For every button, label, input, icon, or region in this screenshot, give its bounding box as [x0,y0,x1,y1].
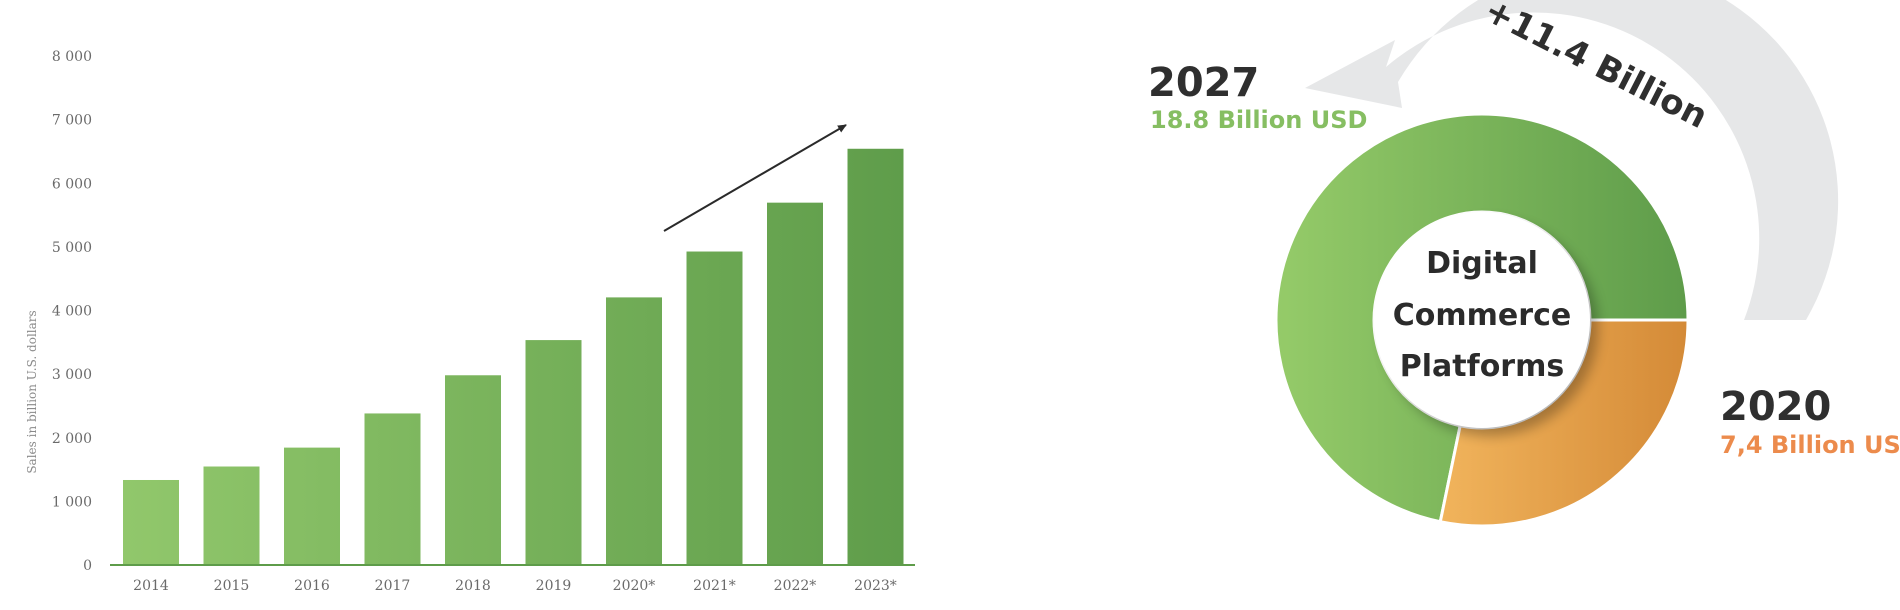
x-tick-label: 2017 [375,578,411,594]
y-tick-label: 6 000 [52,176,92,192]
x-tick-label: 2023* [854,578,897,594]
bar-2023-forecast [847,148,904,565]
x-tick-label: 2014 [133,578,169,594]
center-label-line-2: Commerce [1393,298,1571,333]
bar-chart: Sales in billion U.S. dollars 0 1 000 2 00… [25,49,915,594]
x-tick-label: 2019 [536,578,572,594]
y-tick-label: 4 000 [52,304,92,320]
bar-2017 [364,413,421,565]
bar-2022-forecast [767,202,823,565]
x-tick-label: 2021* [693,578,736,594]
bar-2020-forecast [606,297,662,565]
x-tick-label: 2018 [455,578,491,594]
bar-2018 [445,375,501,565]
y-tick-label: 3 000 [52,367,92,383]
x-tick-label: 2022* [774,578,817,594]
bar-2014 [123,479,179,565]
x-tick-label: 2015 [214,578,250,594]
label-2027-value: 18.8 Billion USD [1150,106,1367,134]
bar-2015 [203,466,260,565]
bars [123,148,904,565]
donut-center [1374,212,1590,428]
y-tick-label: 1 000 [52,494,92,510]
donut-infographic: +11.4 Billion Digital Commerce Platforms… [1148,0,1900,528]
center-label-line-1: Digital [1426,246,1538,281]
growth-arrow [1305,0,1839,320]
x-tick-label: 2020* [613,578,656,594]
label-2027-year: 2027 [1148,60,1259,106]
bar-2021-forecast [686,251,743,565]
y-tick-label: 0 [83,558,92,574]
y-axis-ticks: 0 1 000 2 000 3 000 4 000 5 000 6 000 7 000 8 00… [52,49,92,574]
label-2020-year: 2020 [1720,384,1831,430]
bar-2019 [525,340,582,565]
y-tick-label: 8 000 [52,49,92,65]
label-2020-value: 7,4 Billion USD [1720,431,1900,459]
y-axis-label: Sales in billion U.S. dollars [25,310,39,473]
x-axis-ticks: 2014 2015 2016 2017 2018 2019 2020* 2021* 2022* 2… [133,578,897,594]
y-tick-label: 7 000 [52,113,92,129]
trend-arrow [663,124,847,232]
x-tick-label: 2016 [294,578,330,594]
center-label-line-3: Platforms [1400,349,1564,384]
y-tick-label: 5 000 [52,240,92,256]
y-tick-label: 2 000 [52,431,92,447]
bar-2016 [284,447,340,565]
